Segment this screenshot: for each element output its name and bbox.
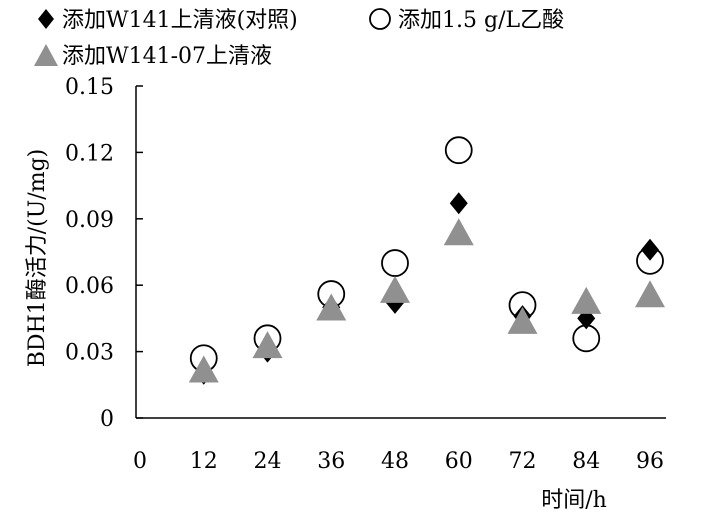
data-point-circle xyxy=(444,136,473,165)
legend-marker-diamond xyxy=(38,9,54,29)
series-layer xyxy=(188,136,665,385)
data-point-triangle xyxy=(571,286,602,314)
legend-label-w141-07: 添加W141-07上清液 xyxy=(62,44,272,69)
data-point-triangle xyxy=(635,280,665,308)
x-tick-label: 84 xyxy=(572,449,600,474)
x-axis-title: 时间/h xyxy=(541,488,607,513)
legend: 添加W141上清液(对照) 添加1.5 g/L乙酸 添加W141-07上清液 xyxy=(34,8,564,69)
y-tick-label: 0.06 xyxy=(65,274,114,299)
data-point-triangle xyxy=(252,331,283,359)
data-point-diamond xyxy=(641,238,659,261)
y-axis-title: BDH1酶活力/(U/mg) xyxy=(25,149,50,367)
x-tick-label: 12 xyxy=(190,449,218,474)
y-ticks: 0 0.03 0.06 0.09 0.12 0.15 xyxy=(65,75,143,432)
x-tick-label: 60 xyxy=(445,449,473,474)
y-tick-label: 0.12 xyxy=(65,141,114,166)
data-point-triangle xyxy=(188,355,219,383)
x-tick-label: 48 xyxy=(381,449,409,474)
x-tick-label: 36 xyxy=(317,449,345,474)
data-point-triangle xyxy=(380,275,410,303)
y-tick-label: 0 xyxy=(100,407,114,432)
x-tick-label: 24 xyxy=(254,449,282,474)
y-tick-label: 0.03 xyxy=(65,341,114,366)
legend-marker-circle xyxy=(369,8,391,30)
data-point-circle xyxy=(572,324,601,353)
x-tick-label: 96 xyxy=(636,449,664,474)
y-tick-label: 0.09 xyxy=(65,208,114,233)
y-tick-label: 0.15 xyxy=(65,75,114,100)
x-ticks: 0 12 24 36 48 60 72 84 96 xyxy=(133,449,664,474)
legend-label-acetic-acid: 添加1.5 g/L乙酸 xyxy=(398,8,564,33)
legend-label-control: 添加W141上清液(对照) xyxy=(62,8,298,33)
series-2 xyxy=(189,136,664,373)
x-tick-label: 72 xyxy=(509,449,537,474)
legend-entry-w141-07: 添加W141-07上清液 xyxy=(34,44,272,69)
series-3 xyxy=(188,218,665,383)
data-point-triangle xyxy=(443,218,474,246)
data-point-triangle xyxy=(507,306,538,334)
data-point-circle xyxy=(636,246,664,275)
x-tick-label: 0 xyxy=(133,449,147,474)
legend-entry-acetic-acid: 添加1.5 g/L乙酸 xyxy=(369,8,564,33)
data-point-diamond xyxy=(449,192,468,215)
data-point-triangle xyxy=(316,293,347,321)
legend-marker-triangle xyxy=(34,44,58,66)
legend-entry-control: 添加W141上清液(对照) xyxy=(38,8,298,33)
data-point-circle xyxy=(381,249,409,277)
